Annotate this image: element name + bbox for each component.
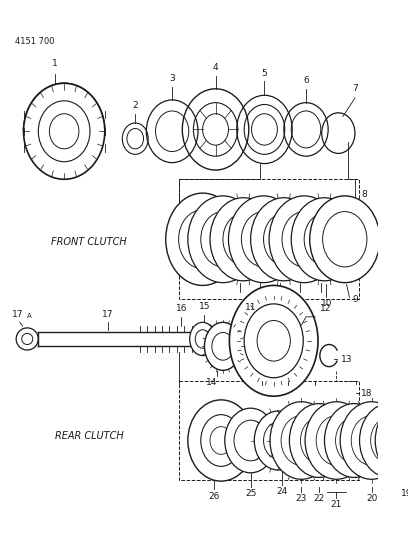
Text: 22: 22 — [313, 494, 324, 503]
Text: 16: 16 — [175, 304, 187, 313]
Text: 15: 15 — [199, 302, 210, 311]
Ellipse shape — [305, 402, 368, 479]
Text: 19: 19 — [401, 489, 408, 497]
Bar — [179, 381, 359, 480]
Text: 7: 7 — [352, 84, 358, 93]
Ellipse shape — [166, 193, 239, 286]
Ellipse shape — [254, 411, 302, 470]
Ellipse shape — [304, 213, 345, 265]
Text: 4151 700: 4151 700 — [15, 37, 55, 46]
Text: 14: 14 — [206, 378, 217, 387]
Text: FRONT CLUTCH: FRONT CLUTCH — [51, 237, 127, 247]
Ellipse shape — [289, 403, 348, 478]
Ellipse shape — [204, 322, 242, 370]
Ellipse shape — [386, 416, 408, 465]
Ellipse shape — [212, 333, 234, 360]
Ellipse shape — [190, 322, 215, 356]
Ellipse shape — [229, 286, 318, 396]
Ellipse shape — [270, 402, 333, 479]
Bar — [179, 179, 359, 299]
Ellipse shape — [316, 416, 357, 465]
Text: 2: 2 — [133, 101, 138, 110]
Ellipse shape — [340, 402, 403, 479]
Text: 11: 11 — [245, 303, 256, 312]
Text: 4: 4 — [213, 63, 218, 72]
Ellipse shape — [370, 417, 408, 464]
Ellipse shape — [269, 196, 339, 282]
Text: A: A — [27, 313, 32, 319]
Ellipse shape — [201, 415, 242, 466]
Ellipse shape — [251, 198, 317, 281]
Text: 17: 17 — [12, 310, 24, 319]
Ellipse shape — [225, 408, 277, 473]
Ellipse shape — [244, 304, 303, 378]
Ellipse shape — [323, 212, 367, 267]
Ellipse shape — [188, 196, 258, 282]
Ellipse shape — [38, 101, 90, 161]
Ellipse shape — [223, 213, 264, 265]
Text: 21: 21 — [331, 499, 342, 508]
Text: 23: 23 — [296, 494, 307, 503]
Text: 26: 26 — [208, 492, 220, 501]
Ellipse shape — [210, 426, 232, 454]
Ellipse shape — [24, 83, 105, 179]
Text: 3: 3 — [169, 74, 175, 83]
Text: 6: 6 — [303, 76, 309, 85]
Text: 25: 25 — [245, 489, 256, 497]
Text: 5: 5 — [262, 69, 267, 78]
Ellipse shape — [179, 209, 226, 269]
Text: 24: 24 — [276, 487, 288, 496]
Ellipse shape — [351, 416, 392, 465]
Ellipse shape — [375, 402, 408, 479]
Text: 9: 9 — [352, 295, 358, 304]
Ellipse shape — [324, 403, 384, 478]
Ellipse shape — [195, 330, 210, 348]
Text: 13: 13 — [341, 355, 353, 364]
Ellipse shape — [281, 416, 322, 465]
Ellipse shape — [188, 400, 254, 481]
Ellipse shape — [49, 114, 79, 149]
Ellipse shape — [242, 212, 286, 267]
Ellipse shape — [234, 420, 267, 461]
Ellipse shape — [359, 403, 408, 478]
Ellipse shape — [228, 196, 299, 282]
Ellipse shape — [291, 198, 358, 281]
Ellipse shape — [282, 212, 326, 267]
Ellipse shape — [264, 422, 293, 459]
Ellipse shape — [300, 417, 337, 464]
Ellipse shape — [210, 198, 277, 281]
Ellipse shape — [264, 213, 304, 265]
Text: 10: 10 — [321, 299, 332, 308]
Text: 20: 20 — [366, 494, 377, 503]
Text: 17: 17 — [102, 310, 113, 319]
Text: 12: 12 — [320, 304, 331, 313]
Text: 18: 18 — [361, 389, 373, 398]
Ellipse shape — [257, 320, 290, 361]
Circle shape — [16, 328, 38, 350]
Ellipse shape — [310, 196, 380, 282]
Text: 1: 1 — [52, 60, 58, 69]
Text: 8: 8 — [361, 190, 367, 198]
Text: REAR CLUTCH: REAR CLUTCH — [55, 431, 124, 441]
Ellipse shape — [335, 417, 373, 464]
Ellipse shape — [201, 212, 245, 267]
